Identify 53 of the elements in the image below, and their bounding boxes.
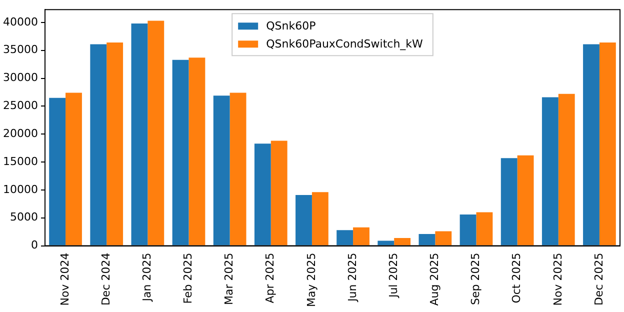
x-tick-label: Mar 2025 (222, 252, 236, 306)
y-tick-label: 10000 (2, 182, 38, 196)
bar (378, 240, 394, 246)
y-tick-label: 40000 (2, 15, 38, 28)
bar (296, 194, 312, 246)
bar (517, 155, 534, 246)
bar (500, 158, 518, 246)
bar (435, 231, 452, 246)
bar (599, 42, 616, 246)
y-tick-label: 30000 (2, 71, 38, 84)
bar (49, 98, 66, 246)
bar (254, 144, 271, 246)
bar (476, 212, 493, 246)
bar (542, 97, 558, 246)
y-tick-label: 35000 (2, 43, 38, 56)
bar (353, 227, 370, 246)
y-tick-label: 15000 (2, 154, 38, 168)
bar (106, 42, 124, 246)
bar (230, 92, 246, 246)
x-tick-label: Nov 2024 (58, 252, 72, 306)
bar (148, 20, 164, 246)
bar (213, 96, 230, 246)
y-tick-label: 20000 (2, 126, 38, 140)
x-tick-label: Sep 2025 (469, 252, 482, 305)
bar (583, 44, 600, 246)
x-tick-label: Feb 2025 (182, 252, 195, 304)
bar (270, 140, 288, 246)
x-tick-label: Jul 2025 (386, 252, 400, 299)
bar (558, 94, 575, 246)
x-tick-label: May 2025 (304, 252, 318, 307)
x-tick-label: Jan 2025 (140, 252, 154, 302)
bar (131, 24, 148, 246)
bar (394, 238, 411, 246)
bar (188, 58, 206, 246)
y-tick-label: 25000 (2, 99, 38, 112)
x-tick-label: Jun 2025 (346, 252, 359, 302)
bar (336, 230, 354, 246)
x-tick-label: Dec 2024 (99, 252, 112, 306)
x-tick-label: Aug 2025 (428, 252, 442, 306)
x-tick-label: Apr 2025 (264, 252, 277, 304)
bar (312, 192, 328, 246)
y-tick-label: 5000 (10, 210, 38, 224)
bar (90, 44, 107, 246)
x-tick-label: Nov 2025 (551, 252, 564, 306)
bar (172, 60, 189, 246)
bar (460, 214, 476, 246)
x-tick-label: Dec 2025 (592, 252, 606, 306)
legend-label: QSnk60PauxCondSwitch_kW (266, 37, 424, 50)
legend-label: QSnk60P (266, 19, 316, 32)
bar (66, 92, 82, 246)
y-tick-label: 0 (30, 238, 38, 252)
x-tick-label: Oct 2025 (510, 252, 524, 304)
bar (418, 234, 436, 246)
